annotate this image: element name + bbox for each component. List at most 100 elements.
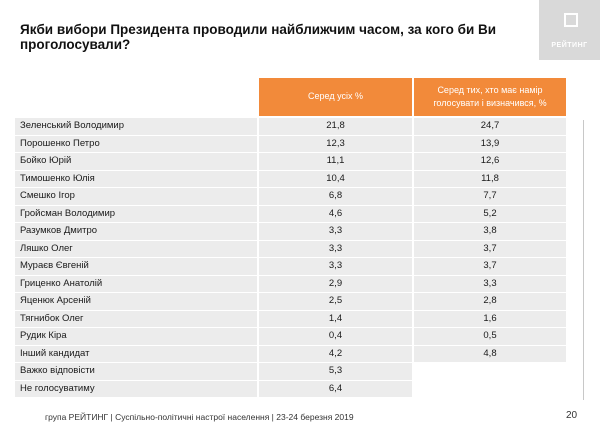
column-gap	[257, 293, 259, 310]
value-decided: 3,7	[483, 242, 497, 254]
column-gap	[412, 153, 414, 170]
column-gap	[257, 170, 259, 187]
page-number: 20	[566, 410, 578, 421]
value-all: 3,3	[328, 225, 343, 236]
table-row: Гриценко Анатолій 2,9 3,3	[15, 275, 566, 293]
table-row: Не голосуватиму 6,4	[15, 380, 566, 398]
table-row: Ляшко Олег 3,3 3,7	[15, 240, 566, 258]
candidate-name: Гройсман Володимир	[20, 207, 116, 219]
candidate-name: Рудик Кіра	[20, 330, 67, 341]
column-gap	[412, 170, 414, 187]
value-all: 11,1	[326, 155, 345, 166]
right-divider	[583, 120, 584, 400]
column-gap	[412, 135, 414, 152]
table-row: Інший кандидат 4,2 4,8	[15, 345, 566, 363]
table-row: Рудик Кіра 0,4 0,5	[15, 328, 566, 346]
column-gap	[412, 258, 414, 275]
column-gap	[257, 135, 259, 152]
value-all: 0,4	[328, 330, 343, 341]
value-decided	[414, 363, 566, 380]
column-gap	[257, 275, 259, 292]
value-all: 2,5	[328, 295, 343, 306]
column-gap	[412, 345, 414, 362]
value-all: 4,6	[328, 207, 343, 219]
candidate-name: Тягнибок Олег	[20, 312, 84, 324]
column-header-all: Серед усіх %	[259, 78, 412, 116]
column-gap	[412, 275, 414, 292]
value-decided: 24,7	[480, 120, 500, 131]
table-row: Мураєв Євгеній 3,3 3,7	[15, 258, 566, 276]
column-gap	[257, 380, 259, 397]
value-all: 2,9	[328, 277, 343, 289]
candidate-name: Разумков Дмитро	[20, 225, 98, 236]
column-gap	[412, 223, 414, 240]
candidate-name: Бойко Юрій	[20, 155, 72, 166]
rating-logo: РЕЙТИНГ	[539, 0, 600, 60]
value-decided: 5,2	[483, 207, 497, 219]
value-all: 21,8	[326, 120, 345, 131]
column-gap	[257, 188, 259, 205]
candidate-name: Інший кандидат	[20, 347, 90, 359]
logo-square-icon	[564, 13, 578, 27]
value-all: 5,3	[328, 365, 343, 376]
candidate-name: Порошенко Петро	[20, 137, 100, 149]
column-gap	[412, 310, 414, 327]
column-gap	[257, 258, 259, 275]
value-all: 6,8	[328, 190, 343, 201]
column-gap	[257, 310, 259, 327]
column-gap	[257, 345, 259, 362]
value-decided: 2,8	[483, 295, 497, 306]
column-gap	[257, 118, 259, 135]
table-row: Смешко Ігор 6,8 7,7	[15, 188, 566, 206]
value-decided: 0,5	[483, 330, 497, 341]
column-gap	[412, 118, 414, 135]
table-row: Яценюк Арсеній 2,5 2,8	[15, 293, 566, 311]
column-gap	[257, 328, 259, 345]
table-row: Разумков Дмитро 3,3 3,8	[15, 223, 566, 241]
candidate-name: Смешко Ігор	[20, 190, 75, 201]
table-row: Тимошенко Юлія 10,4 11,8	[15, 170, 566, 188]
candidate-name: Важко відповісти	[20, 365, 95, 376]
value-decided: 13,9	[480, 137, 500, 149]
table-row: Бойко Юрій 11,1 12,6	[15, 153, 566, 171]
value-decided: 12,6	[480, 155, 500, 166]
table-row: Порошенко Петро 12,3 13,9	[15, 135, 566, 153]
footer-text: група РЕЙТИНГ | Суспільно-політичні наст…	[45, 412, 354, 422]
candidate-name: Гриценко Анатолій	[20, 277, 103, 289]
table-row: Гройсман Володимир 4,6 5,2	[15, 205, 566, 223]
column-gap	[412, 205, 414, 222]
column-gap	[412, 188, 414, 205]
value-decided: 7,7	[483, 190, 497, 201]
value-all: 10,4	[326, 172, 345, 184]
value-all: 3,3	[328, 260, 343, 271]
column-gap	[257, 153, 259, 170]
column-gap	[412, 380, 414, 397]
candidate-name: Ляшко Олег	[20, 242, 73, 254]
column-gap	[412, 363, 414, 380]
table-row: Тягнибок Олег 1,4 1,6	[15, 310, 566, 328]
column-gap	[412, 328, 414, 345]
table-row: Важко відповісти 5,3	[15, 363, 566, 381]
candidate-name: Мураєв Євгеній	[20, 260, 89, 271]
value-decided: 3,8	[483, 225, 497, 236]
value-decided: 4,8	[483, 347, 497, 359]
column-gap	[257, 240, 259, 257]
column-gap	[412, 293, 414, 310]
value-all: 4,2	[328, 347, 343, 359]
slide-title: Якби вибори Президента проводили найближ…	[20, 22, 497, 52]
column-gap	[412, 240, 414, 257]
value-decided: 11,8	[481, 172, 499, 184]
value-decided: 3,3	[483, 277, 497, 289]
candidate-name: Тимошенко Юлія	[20, 172, 95, 184]
value-decided: 3,7	[483, 260, 497, 271]
value-all: 6,4	[328, 382, 343, 394]
column-gap	[257, 223, 259, 240]
results-table: Зеленський Володимир 21,8 24,7 Порошенко Пе…	[15, 118, 566, 398]
table-row: Зеленський Володимир 21,8 24,7	[15, 118, 566, 136]
value-decided: 1,6	[483, 312, 497, 324]
column-gap	[257, 205, 259, 222]
candidate-name: Зеленський Володимир	[20, 120, 124, 131]
logo-text: РЕЙТИНГ	[551, 42, 588, 49]
value-decided	[414, 380, 566, 397]
candidate-name: Яценюк Арсеній	[20, 295, 91, 306]
